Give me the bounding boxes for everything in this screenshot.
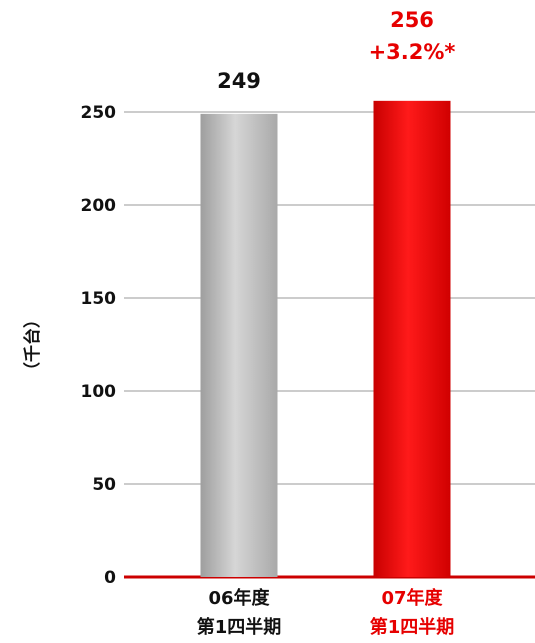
category-label-0-line1: 06年度	[208, 587, 270, 609]
y-tick-200: 200	[81, 196, 117, 216]
bar-0	[200, 113, 278, 578]
category-label-1-line1: 07年度	[381, 587, 443, 609]
value-label-0: 249	[217, 69, 261, 93]
y-tick-250: 250	[81, 103, 117, 123]
change-annotation: +3.2%*	[369, 40, 456, 64]
value-label-1: 256	[390, 8, 434, 32]
y-tick-0: 0	[104, 568, 116, 588]
y-tick-50: 50	[92, 475, 116, 495]
category-label-1-line2: 第1四半期	[370, 616, 455, 638]
y-tick-labels: 0 50 100 150 200 250	[81, 103, 117, 588]
y-tick-150: 150	[81, 289, 117, 309]
category-label-0-line2: 第1四半期	[197, 616, 282, 638]
bar-1	[373, 100, 451, 577]
value-labels: 249 256 +3.2%*	[217, 8, 455, 93]
y-tick-100: 100	[81, 382, 117, 402]
y-axis-label: （千台）	[22, 311, 43, 379]
bars	[200, 100, 451, 578]
grid-lines	[124, 111, 535, 579]
